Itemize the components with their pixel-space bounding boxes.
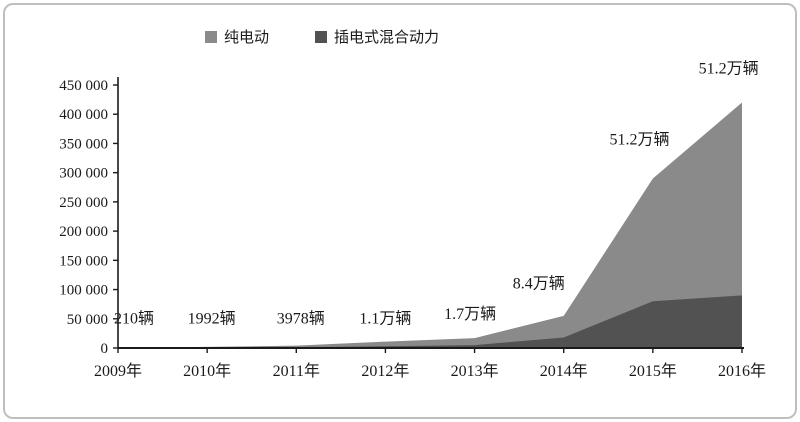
x-tick-label: 2010年 xyxy=(183,362,231,380)
legend-label-pure-electric: 纯电动 xyxy=(224,30,270,46)
y-tick-label: 100 000 xyxy=(59,283,108,299)
legend-label-plugin-hybrid: 插电式混合动力 xyxy=(334,30,440,46)
area-pure-electric xyxy=(118,102,742,349)
y-tick-label: 150 000 xyxy=(59,253,108,269)
y-tick-label: 350 000 xyxy=(59,136,108,152)
data-annotation: 1.1万辆 xyxy=(359,309,411,327)
legend-swatch-pure-electric xyxy=(205,30,217,43)
x-tick-label: 2015年 xyxy=(629,362,677,380)
x-tick-label: 2012年 xyxy=(361,362,409,380)
x-tick-label: 2009年 xyxy=(94,362,142,380)
legend-item-pure-electric: 纯电动 xyxy=(205,26,269,47)
data-annotation: 3978辆 xyxy=(277,309,325,327)
legend-swatch-plugin-hybrid xyxy=(315,30,328,43)
y-tick-label: 300 000 xyxy=(59,166,108,182)
y-tick-label: 400 000 xyxy=(59,107,108,123)
data-annotation: 51.2万辆 xyxy=(699,59,759,77)
x-tick-label: 2011年 xyxy=(273,362,320,380)
y-tick-label: 200 000 xyxy=(59,224,108,240)
data-annotation: 1.7万辆 xyxy=(444,305,496,323)
x-tick-label: 2016年 xyxy=(718,362,766,380)
data-annotation: 210辆 xyxy=(114,309,154,327)
area-plugin-hybrid xyxy=(118,295,742,348)
x-tick-label: 2013年 xyxy=(451,362,499,380)
legend-item-plugin-hybrid: 插电式混合动力 xyxy=(315,26,439,47)
data-annotation: 51.2万辆 xyxy=(609,131,669,149)
chart-legend: 纯电动 插电式混合动力 xyxy=(205,26,439,47)
data-annotation: 8.4万辆 xyxy=(513,274,565,292)
y-tick-label: 250 000 xyxy=(59,195,108,211)
y-tick-label: 0 xyxy=(101,341,109,357)
y-tick-label: 450 000 xyxy=(59,78,108,94)
x-tick-label: 2014年 xyxy=(540,362,588,380)
data-annotation: 1992辆 xyxy=(188,309,236,327)
y-tick-label: 50 000 xyxy=(67,312,108,328)
